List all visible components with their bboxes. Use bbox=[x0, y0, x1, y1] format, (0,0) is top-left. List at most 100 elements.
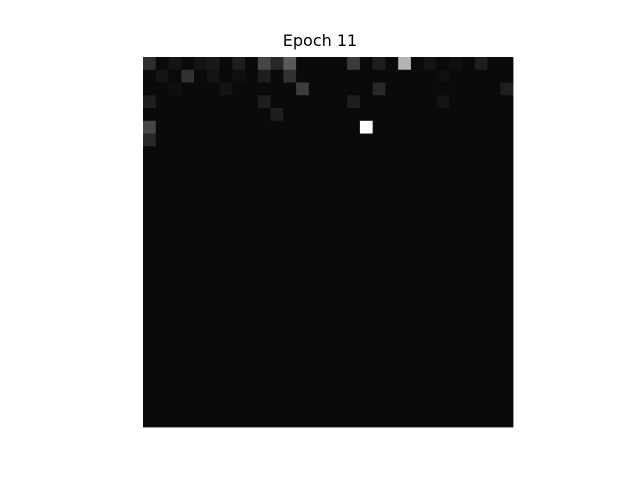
heatmap-cell bbox=[283, 197, 297, 211]
heatmap-cell bbox=[487, 197, 501, 211]
heatmap-cell bbox=[410, 82, 425, 96]
heatmap-cell bbox=[219, 248, 233, 262]
heatmap-cell bbox=[410, 375, 425, 390]
heatmap-cell bbox=[283, 222, 297, 237]
heatmap-cell bbox=[321, 108, 335, 122]
heatmap-cell bbox=[257, 146, 271, 160]
heatmap-cell bbox=[206, 133, 220, 147]
heatmap-cell bbox=[143, 248, 157, 262]
heatmap-cell bbox=[487, 324, 501, 339]
heatmap-cell bbox=[232, 286, 246, 300]
heatmap-cell bbox=[143, 222, 157, 237]
heatmap-cell bbox=[219, 235, 233, 249]
heatmap-cell bbox=[194, 388, 208, 402]
heatmap-cell bbox=[283, 350, 297, 364]
heatmap-cell bbox=[181, 286, 195, 300]
heatmap-cell bbox=[194, 324, 208, 339]
heatmap-cell bbox=[487, 261, 501, 275]
heatmap-cell bbox=[359, 363, 374, 377]
heatmap-cell bbox=[219, 312, 233, 326]
heatmap-cell bbox=[398, 222, 412, 237]
heatmap-cell bbox=[206, 159, 220, 173]
heatmap-cell bbox=[181, 159, 195, 173]
heatmap-cell bbox=[449, 82, 463, 96]
heatmap-cell bbox=[245, 248, 259, 262]
heatmap-cell bbox=[398, 299, 412, 313]
heatmap-cell bbox=[283, 95, 297, 109]
heatmap-cell bbox=[372, 171, 386, 185]
heatmap-cell bbox=[372, 337, 386, 351]
heatmap-cell bbox=[206, 299, 220, 313]
heatmap-cell bbox=[500, 197, 514, 211]
heatmap-cell bbox=[487, 299, 501, 313]
heatmap-cell bbox=[474, 414, 488, 428]
heatmap-cell bbox=[347, 350, 361, 364]
heatmap-cell bbox=[232, 120, 246, 134]
heatmap-cell bbox=[219, 159, 233, 173]
heatmap-cell bbox=[257, 388, 271, 402]
heatmap-cell bbox=[347, 273, 361, 288]
heatmap-cell bbox=[232, 82, 246, 96]
heatmap-cell bbox=[410, 133, 425, 147]
heatmap-cell bbox=[143, 235, 157, 249]
heatmap-cell bbox=[257, 248, 271, 262]
heatmap-cell bbox=[143, 82, 157, 96]
heatmap-cell bbox=[283, 286, 297, 300]
heatmap-cell bbox=[245, 337, 259, 351]
heatmap-cell bbox=[347, 57, 361, 71]
heatmap-cell bbox=[245, 210, 259, 224]
heatmap-cell bbox=[232, 375, 246, 390]
heatmap-cell bbox=[219, 337, 233, 351]
heatmap-cell bbox=[168, 363, 182, 377]
heatmap-cell bbox=[347, 375, 361, 390]
heatmap-cell bbox=[257, 57, 271, 71]
heatmap-cell bbox=[283, 414, 297, 428]
heatmap-cell bbox=[270, 388, 284, 402]
heatmap-cell bbox=[155, 261, 169, 275]
heatmap-cell bbox=[181, 222, 195, 237]
heatmap-cell bbox=[474, 286, 488, 300]
heatmap-cell bbox=[449, 146, 463, 160]
heatmap-cell bbox=[500, 363, 514, 377]
heatmap-cell bbox=[461, 95, 476, 109]
heatmap-cell bbox=[155, 197, 169, 211]
heatmap-cell bbox=[347, 222, 361, 237]
heatmap-cell bbox=[334, 261, 348, 275]
heatmap-cell bbox=[347, 108, 361, 122]
heatmap-cell bbox=[219, 401, 233, 415]
heatmap-cell bbox=[181, 375, 195, 390]
heatmap-cell bbox=[461, 146, 476, 160]
heatmap-cell bbox=[296, 82, 310, 96]
heatmap-cell bbox=[347, 363, 361, 377]
heatmap-cell bbox=[487, 375, 501, 390]
heatmap-cell bbox=[308, 146, 323, 160]
heatmap-cell bbox=[385, 57, 399, 71]
heatmap-cell bbox=[270, 286, 284, 300]
heatmap-cell bbox=[270, 261, 284, 275]
heatmap-cell bbox=[359, 171, 374, 185]
heatmap-cell bbox=[398, 171, 412, 185]
heatmap-cell bbox=[181, 82, 195, 96]
heatmap-cell bbox=[206, 324, 220, 339]
heatmap-cell bbox=[321, 401, 335, 415]
heatmap-cell bbox=[334, 171, 348, 185]
heatmap-cell bbox=[206, 273, 220, 288]
heatmap-cell bbox=[168, 95, 182, 109]
heatmap-cell bbox=[436, 95, 450, 109]
heatmap-cell bbox=[487, 388, 501, 402]
heatmap-cell bbox=[423, 324, 437, 339]
heatmap-cell bbox=[398, 57, 412, 71]
heatmap-cell bbox=[398, 337, 412, 351]
heatmap-cell bbox=[372, 159, 386, 173]
heatmap-cell bbox=[296, 57, 310, 71]
heatmap-cell bbox=[270, 82, 284, 96]
heatmap-cell bbox=[194, 108, 208, 122]
heatmap-cell bbox=[461, 363, 476, 377]
heatmap-cell bbox=[461, 337, 476, 351]
heatmap-cell bbox=[398, 235, 412, 249]
heatmap-cell bbox=[219, 299, 233, 313]
heatmap-cell bbox=[398, 95, 412, 109]
heatmap-cell bbox=[500, 312, 514, 326]
heatmap-cell bbox=[232, 210, 246, 224]
heatmap-cell bbox=[194, 159, 208, 173]
